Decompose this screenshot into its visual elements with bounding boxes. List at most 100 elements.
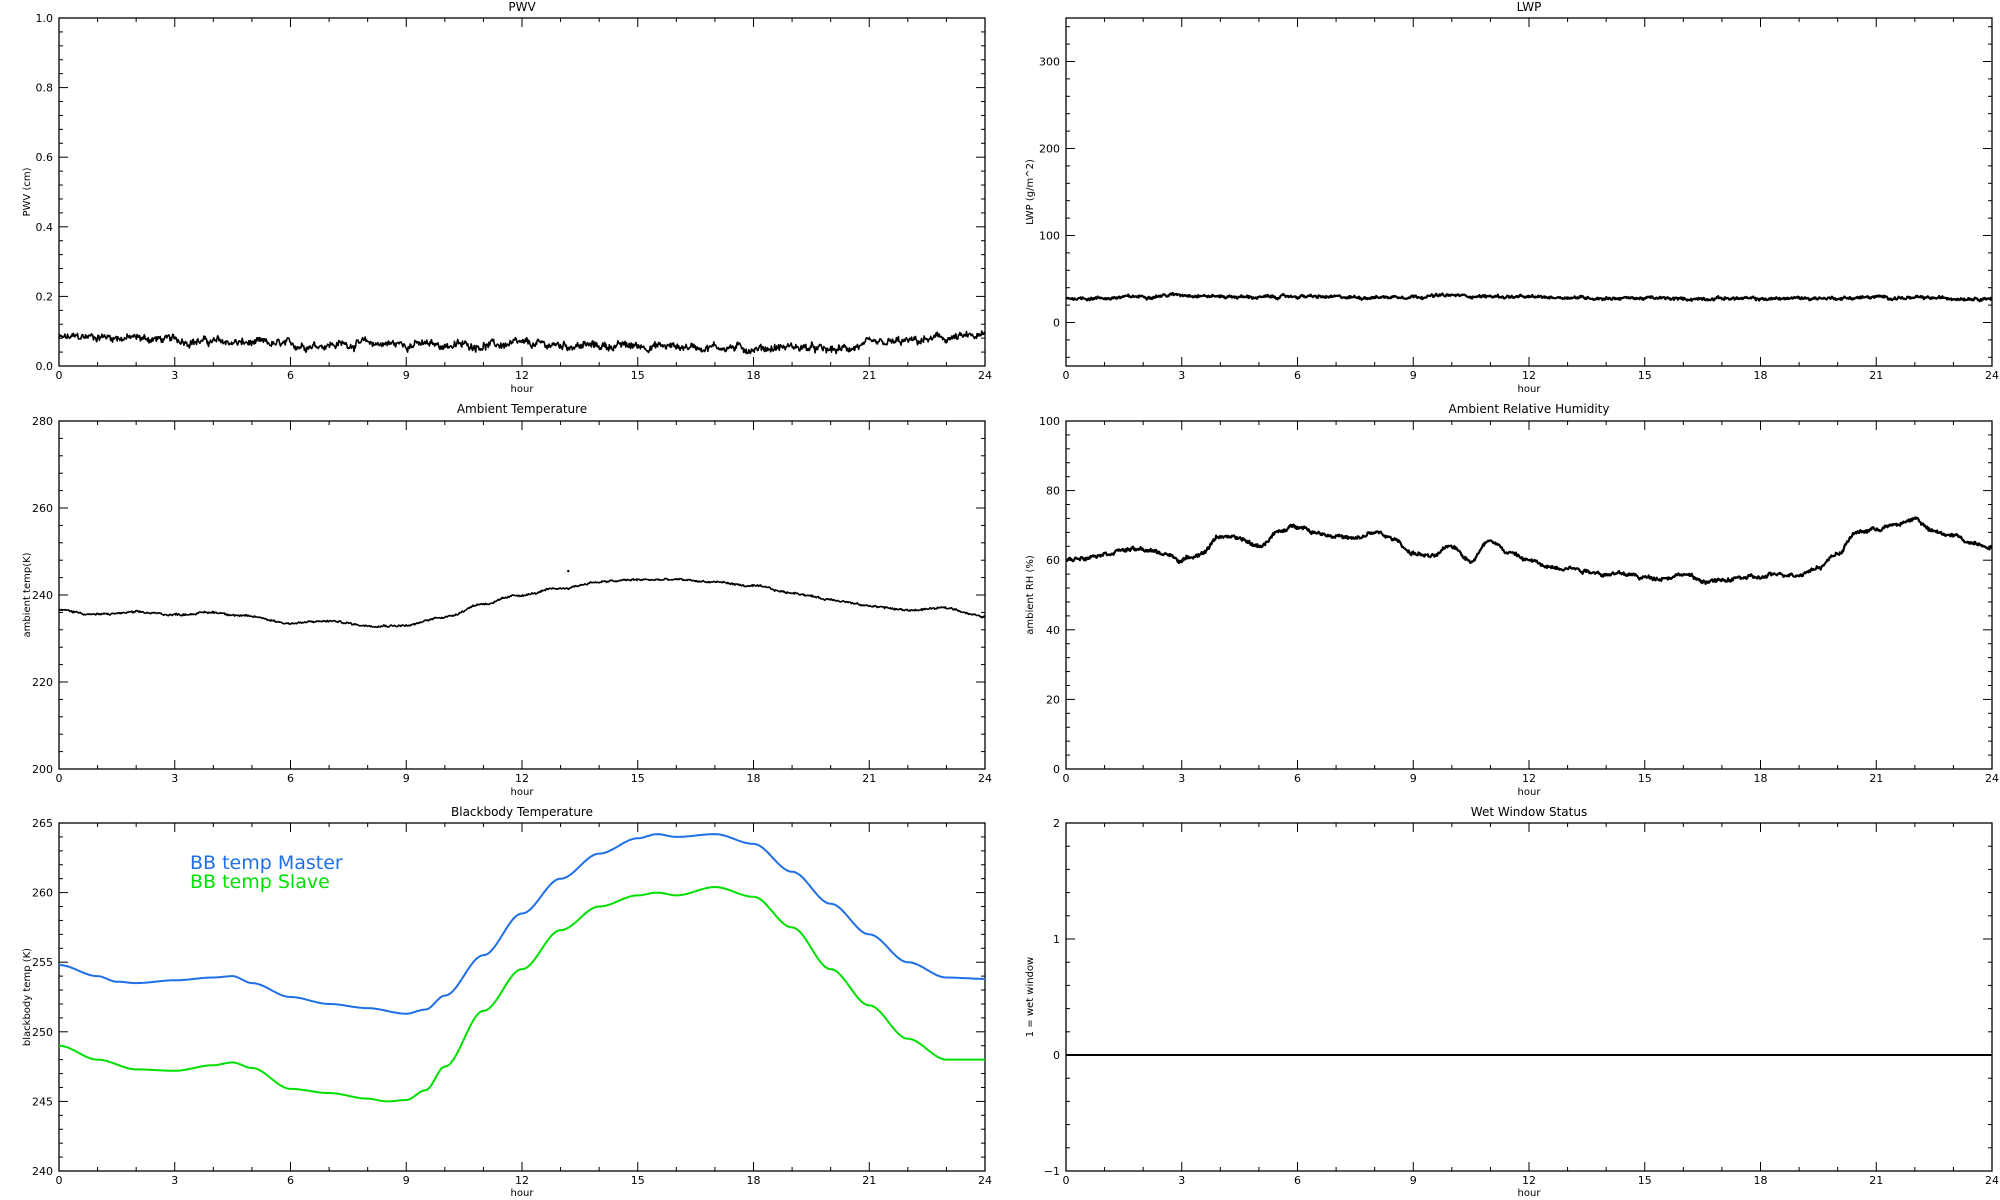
y-tick-label: 245	[32, 1095, 53, 1108]
x-tick-label: 18	[1754, 772, 1768, 785]
y-tick-label: 40	[1046, 624, 1060, 637]
x-tick-label: 24	[978, 772, 992, 785]
panel-ambient-relative-humidity: Ambient Relative Humidity hour ambient R…	[1025, 402, 1999, 798]
x-tick-label: 24	[1985, 772, 1999, 785]
x-tick-label: 0	[1063, 1174, 1070, 1187]
x-tick-label: 15	[1638, 369, 1652, 382]
y-axis-label: blackbody temp (K)	[22, 948, 33, 1046]
x-tick-label: 21	[1869, 369, 1883, 382]
series-line-0	[58, 833, 985, 1015]
x-tick-label: 9	[1410, 772, 1417, 785]
x-axis-label: hour	[1518, 1188, 1542, 1199]
y-axis-label: ambient RH (%)	[1025, 555, 1036, 635]
y-axis-label: PWV (cm)	[22, 167, 33, 216]
y-tick-label: 0	[1053, 1049, 1060, 1062]
chart-title: Wet Window Status	[1471, 805, 1587, 819]
x-tick-label: 12	[515, 772, 529, 785]
y-tick-label: 100	[1039, 415, 1060, 428]
chart-title: Blackbody Temperature	[451, 805, 593, 819]
y-axis-label: LWP (g/m^2)	[1025, 159, 1036, 225]
y-tick-label: 1.0	[36, 12, 54, 25]
x-tick-label: 24	[978, 1174, 992, 1187]
y-tick-label: 260	[32, 887, 53, 900]
x-tick-label: 3	[1178, 369, 1185, 382]
plot-frame	[58, 17, 986, 367]
x-tick-label: 12	[515, 369, 529, 382]
panel-blackbody-temperature: Blackbody Temperature hour blackbody tem…	[22, 805, 992, 1199]
x-tick-label: 18	[747, 1174, 761, 1187]
y-tick-label: 2	[1053, 817, 1060, 830]
y-axis-label: 1 = wet window	[1025, 957, 1036, 1037]
y-tick-label: 60	[1046, 554, 1060, 567]
y-tick-label: 0.2	[36, 290, 54, 303]
x-tick-label: 6	[1294, 369, 1301, 382]
x-axis-label: hour	[511, 384, 535, 395]
x-tick-label: 3	[1178, 772, 1185, 785]
y-tick-label: 265	[32, 817, 53, 830]
y-tick-label: 0.8	[36, 82, 54, 95]
y-tick-label: 300	[1039, 56, 1060, 69]
y-tick-label: −1	[1044, 1165, 1060, 1178]
panel-pwv: PWV hour PWV (cm) 0 3 6 9 12 15 18 21 24 0.0 0.2 0.…	[22, 0, 992, 395]
legend-entry-slave: BB temp Slave	[190, 871, 330, 893]
x-tick-label: 12	[1522, 369, 1536, 382]
x-tick-label: 6	[287, 369, 294, 382]
x-tick-label: 3	[171, 369, 178, 382]
y-tick-label: 240	[32, 589, 53, 602]
x-tick-label: 21	[1869, 772, 1883, 785]
x-tick-label: 12	[515, 1174, 529, 1187]
panel-ambient-temperature: Ambient Temperature hour ambient temp(K)…	[22, 402, 992, 798]
y-tick-label: 100	[1039, 230, 1060, 243]
x-tick-label: 12	[1522, 772, 1536, 785]
x-tick-label: 9	[1410, 1174, 1417, 1187]
y-tick-label: 240	[32, 1165, 53, 1178]
y-tick-label: 280	[32, 415, 53, 428]
x-axis-label: hour	[1518, 384, 1542, 395]
x-tick-label: 0	[56, 1174, 63, 1187]
x-tick-label: 9	[1410, 369, 1417, 382]
plot-frame	[1065, 822, 1993, 1172]
x-tick-label: 6	[287, 1174, 294, 1187]
x-tick-label: 21	[862, 369, 876, 382]
x-tick-label: 18	[1754, 369, 1768, 382]
y-tick-label: 200	[32, 763, 53, 776]
series-line-0	[1065, 516, 1993, 585]
legend-entry-master: BB temp Master	[190, 852, 343, 874]
y-tick-label: 20	[1046, 693, 1060, 706]
x-tick-label: 15	[1638, 772, 1652, 785]
y-tick-label: 0	[1053, 317, 1060, 330]
x-tick-label: 6	[287, 772, 294, 785]
x-tick-label: 21	[1869, 1174, 1883, 1187]
y-tick-label: 220	[32, 676, 53, 689]
plot-frame	[1065, 17, 1993, 367]
chart-title: Ambient Relative Humidity	[1449, 402, 1610, 416]
x-tick-label: 0	[56, 772, 63, 785]
panel-lwp: LWP hour LWP (g/m^2) 0 3 6 9 12 15 18 21 24 0 100 2…	[1025, 0, 1999, 395]
x-tick-label: 3	[1178, 1174, 1185, 1187]
x-tick-label: 15	[1638, 1174, 1652, 1187]
series-line-0	[1065, 292, 1993, 303]
x-tick-label: 12	[1522, 1174, 1536, 1187]
outlier-point	[567, 569, 570, 573]
x-tick-label: 0	[1063, 369, 1070, 382]
x-tick-label: 18	[747, 772, 761, 785]
series-line-0	[58, 577, 986, 629]
x-tick-label: 0	[56, 369, 63, 382]
x-tick-label: 21	[862, 1174, 876, 1187]
x-tick-label: 9	[403, 369, 410, 382]
y-tick-label: 260	[32, 502, 53, 515]
y-tick-label: 0.0	[36, 360, 54, 373]
x-tick-label: 15	[631, 772, 645, 785]
plot-frame	[1065, 420, 1993, 770]
x-tick-label: 6	[1294, 772, 1301, 785]
x-tick-label: 0	[1063, 772, 1070, 785]
x-tick-label: 15	[631, 369, 645, 382]
y-axis-label: ambient temp(K)	[22, 552, 33, 637]
x-tick-label: 18	[1754, 1174, 1768, 1187]
x-tick-label: 9	[403, 1174, 410, 1187]
x-tick-label: 3	[171, 1174, 178, 1187]
chart-title: LWP	[1517, 0, 1542, 14]
y-tick-label: 250	[32, 1026, 53, 1039]
x-axis-label: hour	[511, 787, 535, 798]
